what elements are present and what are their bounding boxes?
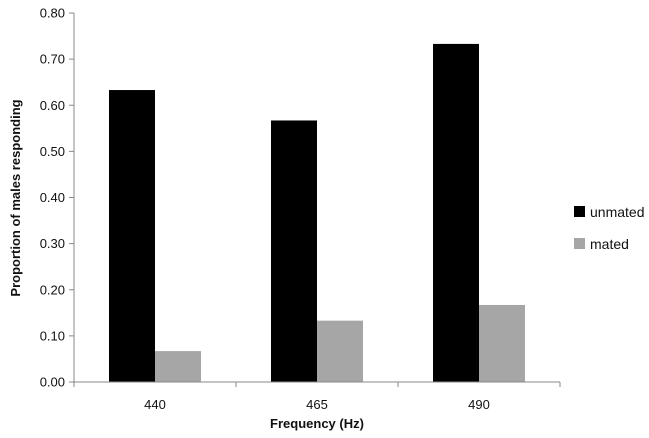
bar-unmated-490 (433, 43, 479, 383)
x-tick-label: 490 (468, 397, 490, 412)
y-tick-label: 0.50 (40, 144, 65, 159)
legend-swatch-unmated (574, 206, 585, 217)
bars (109, 43, 525, 383)
y-tick-label: 0.30 (40, 236, 65, 251)
x-tick-label: 465 (306, 397, 328, 412)
legend-label-mated: mated (590, 236, 629, 252)
y-tick-label: 0.70 (40, 52, 65, 67)
legend: unmated mated (574, 204, 644, 252)
y-tick-label: 0.20 (40, 282, 65, 297)
bar-unmated-440 (109, 90, 155, 382)
legend-swatch-mated (574, 238, 585, 249)
y-tick-label: 0.80 (40, 6, 65, 21)
bar-mated-490 (479, 304, 525, 382)
legend-label-unmated: unmated (590, 204, 644, 220)
bar-mated-440 (155, 351, 201, 382)
x-axis-title: Frequency (Hz) (270, 416, 364, 431)
bar-unmated-465 (271, 120, 317, 382)
x-tick-label: 440 (144, 397, 166, 412)
x-axis-ticks: 440 465 490 (73, 382, 561, 412)
bar-mated-465 (317, 320, 363, 382)
y-axis-title: Proportion of males responding (8, 99, 23, 296)
y-tick-label: 0.10 (40, 328, 65, 343)
y-tick-label: 0.00 (40, 375, 65, 390)
y-axis-ticks: 0.00 0.10 0.20 0.30 0.40 0.50 0.60 0.70 0.80 (40, 6, 74, 390)
y-tick-label: 0.40 (40, 190, 65, 205)
y-tick-label: 0.60 (40, 98, 65, 113)
